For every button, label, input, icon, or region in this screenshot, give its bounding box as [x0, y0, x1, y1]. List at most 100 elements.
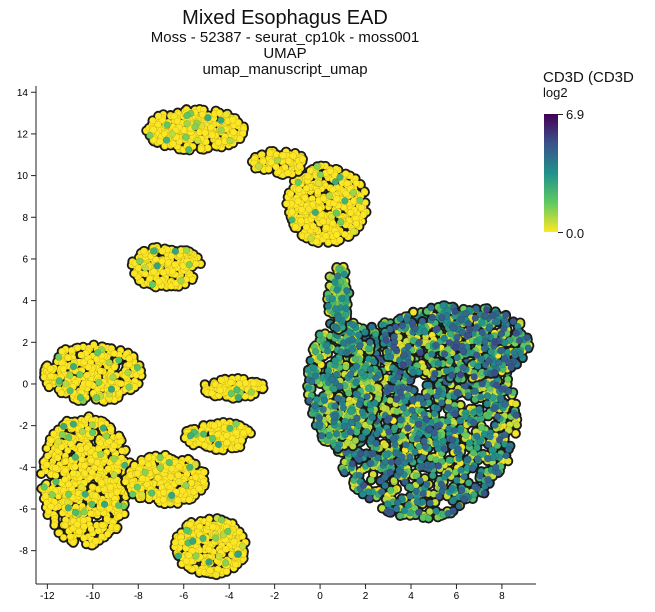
data-point	[472, 324, 480, 332]
data-point	[394, 499, 402, 507]
data-point	[477, 393, 485, 401]
data-point	[471, 483, 479, 491]
data-point	[400, 351, 408, 359]
data-point	[453, 388, 461, 396]
data-point	[364, 384, 373, 393]
data-point	[473, 455, 482, 463]
data-point	[370, 358, 378, 366]
data-point	[480, 489, 488, 497]
data-point	[328, 375, 336, 384]
data-point	[341, 468, 349, 476]
data-point	[440, 445, 448, 453]
data-point	[363, 393, 371, 401]
data-point	[440, 350, 449, 358]
data-point	[409, 395, 417, 403]
data-point	[336, 382, 344, 390]
data-point	[425, 425, 433, 433]
data-point	[391, 424, 399, 432]
data-point	[318, 432, 326, 440]
data-point	[426, 499, 434, 507]
data-point	[374, 384, 382, 392]
data-point	[367, 459, 375, 467]
data-point	[456, 416, 464, 425]
data-point	[386, 468, 394, 476]
data-point	[404, 424, 412, 432]
data-point	[415, 420, 423, 429]
data-point	[431, 370, 439, 378]
data-point	[387, 458, 396, 466]
data-point	[365, 344, 373, 353]
data-point	[351, 355, 359, 363]
data-point	[422, 368, 430, 376]
data-point	[524, 344, 532, 352]
data-point	[484, 455, 492, 463]
data-point	[352, 378, 360, 387]
data-point	[444, 469, 452, 478]
data-point	[448, 436, 457, 444]
data-point	[332, 305, 340, 313]
chart-subtitle-3: umap_manuscript_umap	[202, 61, 368, 78]
data-point	[419, 454, 427, 462]
data-point	[465, 325, 474, 334]
data-point	[384, 500, 392, 508]
data-point	[358, 408, 367, 416]
data-point	[509, 317, 517, 326]
data-point	[325, 431, 333, 439]
data-point	[331, 357, 339, 365]
data-point	[512, 429, 520, 438]
data-point	[491, 404, 499, 412]
data-point	[502, 452, 510, 460]
data-point	[386, 396, 394, 405]
data-point	[493, 412, 502, 421]
data-point	[331, 278, 339, 286]
data-point	[386, 353, 395, 361]
data-point	[472, 305, 480, 313]
data-point	[439, 437, 447, 445]
chart-subtitle-2: UMAP	[263, 45, 307, 62]
data-point	[420, 437, 428, 445]
data-point	[349, 345, 357, 353]
data-point	[324, 347, 332, 355]
data-point	[474, 362, 482, 370]
data-point	[459, 363, 467, 372]
data-point	[349, 321, 357, 329]
data-point	[305, 397, 314, 405]
data-point	[382, 451, 390, 459]
data-point	[360, 481, 368, 489]
data-point	[417, 463, 425, 471]
data-point	[304, 384, 312, 392]
data-point	[484, 412, 492, 420]
data-point	[471, 314, 479, 322]
data-point	[351, 437, 360, 445]
data-point	[392, 323, 400, 331]
data-point	[460, 495, 468, 504]
data-point	[313, 395, 321, 404]
data-point	[458, 486, 466, 495]
data-point	[383, 416, 392, 425]
data-point	[497, 395, 505, 403]
data-point	[429, 471, 437, 480]
data-point	[483, 392, 492, 400]
data-point	[435, 359, 443, 368]
data-point	[460, 473, 468, 481]
data-point	[409, 308, 418, 316]
data-point	[437, 399, 446, 407]
data-point	[448, 442, 456, 450]
data-point	[424, 514, 433, 522]
data-point	[315, 414, 324, 422]
data-point	[390, 343, 398, 352]
data-point	[334, 272, 342, 280]
data-point	[328, 295, 337, 303]
data-point	[507, 364, 515, 372]
data-point	[357, 449, 365, 458]
data-point	[445, 456, 453, 464]
data-point	[413, 498, 421, 506]
data-point	[486, 323, 494, 331]
data-point	[389, 435, 397, 443]
data-point	[481, 338, 489, 346]
data-point	[316, 331, 324, 339]
data-point	[484, 475, 492, 484]
data-point	[382, 336, 390, 344]
data-point	[448, 485, 456, 493]
